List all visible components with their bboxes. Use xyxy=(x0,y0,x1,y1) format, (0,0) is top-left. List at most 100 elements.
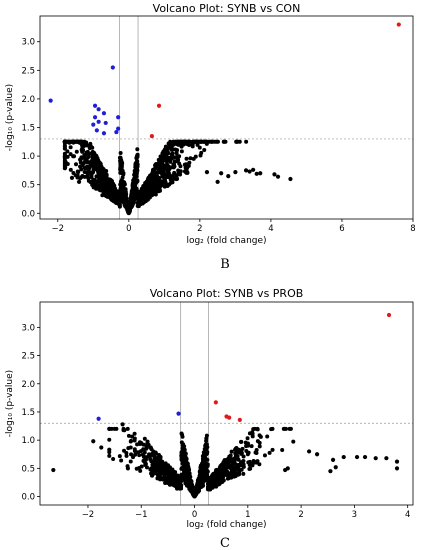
plot-frame xyxy=(39,15,414,220)
y-tick-label: 0.0 xyxy=(21,209,35,219)
data-point xyxy=(166,472,171,477)
data-point xyxy=(173,470,178,475)
data-point xyxy=(114,129,119,135)
data-point xyxy=(76,169,81,174)
data-point xyxy=(134,188,139,193)
data-point xyxy=(72,154,76,159)
data-point xyxy=(175,475,180,480)
data-point xyxy=(135,203,140,208)
data-point xyxy=(341,454,346,460)
data-point xyxy=(234,139,239,144)
data-point xyxy=(291,439,296,444)
data-point xyxy=(213,482,218,487)
data-point xyxy=(150,462,155,467)
data-point xyxy=(89,171,94,176)
data-point xyxy=(141,194,146,199)
data-point xyxy=(258,171,263,176)
data-point xyxy=(187,160,192,165)
data-point xyxy=(113,200,118,205)
data-point xyxy=(231,460,236,465)
data-point xyxy=(246,450,251,455)
data-point xyxy=(136,450,141,455)
data-point xyxy=(119,458,124,463)
data-point xyxy=(101,111,107,116)
data-point xyxy=(51,467,56,473)
data-point xyxy=(107,453,112,458)
data-point xyxy=(100,174,105,179)
data-point xyxy=(239,439,244,444)
data-point xyxy=(91,154,96,159)
data-point xyxy=(132,449,137,454)
data-point xyxy=(119,184,124,189)
data-point xyxy=(199,150,204,155)
data-point xyxy=(143,463,148,468)
data-point xyxy=(158,456,163,461)
data-point xyxy=(147,176,151,181)
x-tick-label: −2 xyxy=(82,510,95,520)
data-point xyxy=(215,179,220,184)
data-point xyxy=(140,189,145,194)
data-point xyxy=(85,173,90,178)
data-point xyxy=(111,457,116,462)
data-point xyxy=(219,171,224,176)
data-point xyxy=(187,139,192,144)
y-tick-label: 1.0 xyxy=(21,436,35,446)
data-point xyxy=(196,485,201,490)
panel-letter: B xyxy=(220,257,230,272)
data-point xyxy=(205,469,210,474)
data-point xyxy=(186,472,191,477)
data-point xyxy=(182,471,187,476)
data-point xyxy=(163,151,168,156)
data-point xyxy=(183,454,188,459)
data-point xyxy=(254,450,259,455)
x-tick-label: 0 xyxy=(126,224,131,234)
data-point xyxy=(373,456,378,461)
data-point xyxy=(183,478,188,483)
data-point xyxy=(98,184,103,189)
data-point xyxy=(330,457,336,462)
data-point xyxy=(197,145,202,150)
data-point xyxy=(166,469,171,474)
data-point xyxy=(362,454,368,460)
y-tick-label: 0.5 xyxy=(21,181,35,191)
data-point xyxy=(236,467,241,472)
data-point xyxy=(251,460,256,465)
data-point xyxy=(125,426,130,431)
data-point xyxy=(128,445,133,450)
data-point xyxy=(169,472,174,477)
data-point xyxy=(224,458,229,463)
data-point xyxy=(98,162,103,167)
volcano-panel-b: Volcano Plot: SYNB vs CON −2 0 2 4 6 8 0.0 0.5 1.… xyxy=(5,2,416,272)
data-point xyxy=(164,145,169,150)
data-point xyxy=(182,444,187,449)
data-point xyxy=(182,162,187,167)
data-point xyxy=(185,170,190,175)
data-point xyxy=(153,459,158,464)
data-point xyxy=(223,466,228,471)
data-point xyxy=(62,159,67,164)
data-point xyxy=(162,155,167,160)
data-point xyxy=(245,436,250,441)
data-point xyxy=(149,182,154,187)
data-point xyxy=(165,156,170,161)
data-point xyxy=(226,174,231,179)
x-tick-label: 4 xyxy=(268,224,273,234)
data-point xyxy=(100,170,105,175)
data-point xyxy=(246,443,251,448)
data-point xyxy=(87,165,92,170)
data-point xyxy=(354,454,360,460)
data-point xyxy=(117,454,122,459)
data-point xyxy=(198,139,203,144)
y-tick-label: 2.0 xyxy=(21,95,35,105)
data-point xyxy=(88,144,93,149)
data-point xyxy=(91,179,96,184)
data-point xyxy=(233,446,238,451)
data-point xyxy=(129,190,134,195)
y-tick-label: 0.0 xyxy=(21,493,35,503)
chart-title: Volcano Plot: SYNB vs CON xyxy=(153,2,301,15)
data-point xyxy=(91,122,96,127)
data-point xyxy=(280,447,285,452)
data-point xyxy=(394,459,400,464)
data-point xyxy=(158,170,162,175)
